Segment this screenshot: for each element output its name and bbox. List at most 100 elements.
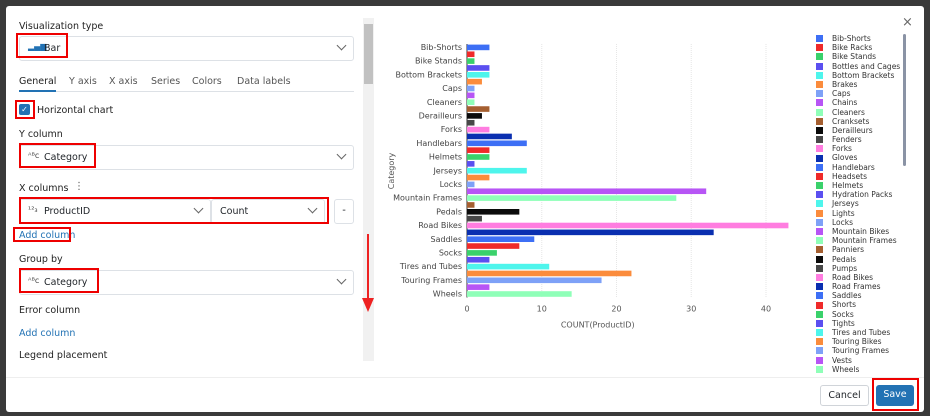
bar-touring-frames (467, 277, 602, 284)
save-button[interactable]: Save (876, 385, 914, 406)
legend-item[interactable]: Touring Frames (816, 346, 911, 355)
legend-item[interactable]: Caps (816, 89, 911, 98)
legend-item[interactable]: Brakes (816, 80, 911, 89)
legend-item[interactable]: Gloves (816, 153, 911, 162)
legend-label: Touring Frames (832, 346, 889, 356)
legend-swatch (816, 35, 823, 43)
legend-item[interactable]: Tires and Tubes (816, 328, 911, 337)
remove-column-button[interactable]: - (334, 199, 354, 224)
y-column-select[interactable]: ᴬᴮc Category (19, 145, 354, 170)
legend-label: Bottom Brackets (832, 70, 895, 80)
x-axis-title: COUNT(ProductID) (561, 320, 635, 329)
legend-label: Jerseys (832, 199, 859, 209)
legend-label: Pedals (832, 254, 857, 264)
legend-item[interactable]: Bottles and Cages (816, 62, 911, 71)
tab-colors[interactable]: Colors (192, 76, 222, 87)
legend-item[interactable]: Road Bikes (816, 273, 911, 282)
legend-item[interactable]: Chains (816, 98, 911, 107)
y-column-label: Y column (19, 129, 63, 140)
viz-type-label: Visualization type (19, 21, 104, 32)
legend-item[interactable]: Bib-Shorts (816, 34, 911, 43)
legend-item[interactable]: Socks (816, 310, 911, 319)
legend-item[interactable]: Mountain Bikes (816, 227, 911, 236)
legend-label: Derailleurs (832, 125, 873, 135)
bar-forks (467, 126, 490, 133)
bar-panniers (467, 202, 475, 208)
bar-touring-bikes (467, 270, 632, 277)
bar-road-bikes (467, 222, 789, 229)
legend-item[interactable]: Tights (816, 319, 911, 328)
legend-swatch (816, 44, 823, 52)
legend-swatch (816, 163, 823, 171)
close-icon[interactable]: × (902, 15, 913, 30)
tab-series[interactable]: Series (151, 76, 181, 87)
legend-label: Fenders (832, 135, 862, 145)
legend-item[interactable]: Derailleurs (816, 126, 911, 135)
legend-swatch (816, 90, 823, 98)
bar-cleaners (467, 99, 475, 105)
legend-swatch (816, 154, 823, 162)
legend-item[interactable]: Pedals (816, 255, 911, 264)
tab-x-axis[interactable]: X axis (109, 76, 138, 87)
legend-item[interactable]: Locks (816, 218, 911, 227)
legend-item[interactable]: Bike Racks (816, 43, 911, 52)
legend-scrollbar[interactable] (903, 34, 906, 166)
legend-item[interactable]: Jerseys (816, 199, 911, 208)
legend-item[interactable]: Helmets (816, 181, 911, 190)
panel-scrollbar[interactable] (363, 18, 374, 361)
legend-item[interactable]: Touring Bikes (816, 337, 911, 346)
y-tick-label: Helmets (429, 153, 462, 162)
legend-item[interactable]: Mountain Frames (816, 236, 911, 245)
legend-swatch (816, 81, 823, 89)
legend-item[interactable]: Handlebars (816, 163, 911, 172)
bar-bike-stands (467, 58, 475, 64)
legend-swatch (816, 228, 823, 236)
legend-item[interactable]: Bike Stands (816, 52, 911, 61)
legend-label: Bottles and Cages (832, 61, 901, 71)
legend-swatch (816, 264, 823, 272)
legend-item[interactable]: Lights (816, 209, 911, 218)
legend-swatch (816, 237, 823, 245)
tab-data-labels[interactable]: Data labels (237, 76, 291, 87)
legend-item[interactable]: Panniers (816, 245, 911, 254)
scrollbar-thumb[interactable] (364, 24, 373, 84)
legend-item[interactable]: Wheels (816, 365, 911, 374)
legend-item[interactable]: Pumps (816, 264, 911, 273)
legend-item[interactable]: Hydration Packs (816, 190, 911, 199)
legend-item[interactable]: Saddles (816, 291, 911, 300)
legend-item[interactable]: Cleaners (816, 108, 911, 117)
legend-item[interactable]: Forks (816, 144, 911, 153)
legend-item[interactable]: Shorts (816, 300, 911, 309)
legend-item[interactable]: Vests (816, 356, 911, 365)
legend-item[interactable]: Cranksets (816, 117, 911, 126)
chart-legend: Bib-Shorts Bike Racks Bike Stands Bottles a… (816, 34, 911, 374)
x-aggregation-select[interactable]: Count (211, 199, 325, 224)
tab-y-axis[interactable]: Y axis (69, 76, 97, 87)
legend-label: Tights (832, 318, 855, 328)
tab-general[interactable]: General (19, 76, 57, 92)
bar-locks (467, 181, 475, 188)
legend-item[interactable]: Fenders (816, 135, 911, 144)
add-error-column-link[interactable]: Add column (19, 328, 76, 339)
viz-type-select[interactable]: ▂▄▆ Bar (19, 36, 354, 61)
bar-brakes (467, 78, 482, 85)
legend-swatch (816, 292, 823, 300)
legend-label: Bike Stands (832, 52, 877, 62)
bar-socks (467, 250, 497, 256)
kebab-menu-icon[interactable]: ⋮ (74, 181, 84, 192)
y-tick-label: Cleaners (427, 98, 462, 107)
legend-swatch (816, 273, 823, 281)
y-tick-label: Caps (442, 84, 462, 93)
bar-mountain-bikes (467, 188, 707, 195)
legend-item[interactable]: Road Frames (816, 282, 911, 291)
add-x-column-link[interactable]: Add column (19, 230, 76, 241)
y-tick-label: Pedals (436, 207, 462, 216)
horizontal-chart-checkbox[interactable]: ✓ (19, 104, 30, 115)
legend-label: Saddles (832, 291, 862, 301)
legend-label: Vests (832, 355, 852, 365)
legend-label: Cleaners (832, 107, 865, 117)
legend-item[interactable]: Bottom Brackets (816, 71, 911, 80)
cancel-button[interactable]: Cancel (820, 385, 869, 406)
legend-item[interactable]: Headsets (816, 172, 911, 181)
bar-bottles-and-cages (467, 65, 490, 71)
